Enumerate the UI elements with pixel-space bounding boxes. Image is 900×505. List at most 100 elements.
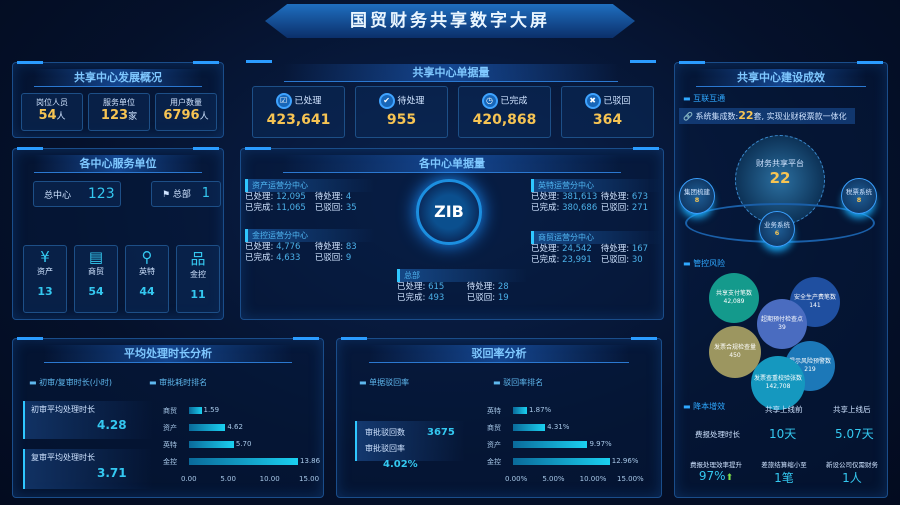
center-row: 已完成: 380,686 已驳回: 271: [531, 203, 649, 213]
center-block: 资产运营分中心 已处理: 12,095 待处理: 4 已完成: 11,065 已驳回…: [245, 179, 375, 214]
satellite-value: 8: [856, 196, 862, 204]
bubble-value: 142,708: [765, 383, 791, 390]
center-row: 已完成: 23,991 已驳回: 30: [531, 255, 643, 265]
unit-value: 13: [37, 285, 53, 298]
satellite-system: 业务系统 6: [759, 211, 795, 247]
after-label: 共享上线后: [833, 405, 871, 414]
zib-logo: ZIB: [416, 179, 482, 245]
bar-category-label: 资产: [487, 441, 501, 449]
bar[interactable]: [189, 441, 234, 448]
doc-stat: ✖ 已驳回 364: [561, 86, 654, 138]
second-review-label: 复审平均处理时长: [31, 453, 95, 462]
bar-category-label: 金控: [487, 458, 501, 466]
bar[interactable]: [513, 407, 527, 414]
page-title: 国贸财务共享数字大屏: [265, 4, 635, 38]
center-name: 金控运营分中心: [245, 229, 375, 242]
doc-stat: ◷ 已完成 420,868: [458, 86, 551, 138]
first-review-label: 初审平均处理时长: [31, 405, 95, 414]
bar[interactable]: [189, 407, 202, 414]
bubble-label: 发票合规检查量: [713, 344, 756, 351]
risk-bubble[interactable]: 共享支付笔数 42,089: [709, 273, 759, 323]
overview-stat-unit: 人: [56, 112, 66, 122]
first-review-value: 4.28: [97, 418, 127, 432]
center-block: 总部 已处理: 615 待处理: 28 已完成: 493 已驳回: 19: [397, 269, 527, 304]
first-review-card: 初审平均处理时长 4.28: [23, 401, 153, 439]
overview-title: 共享中心发展概况: [34, 69, 202, 87]
hq-label: 总部: [172, 190, 191, 200]
integration-banner: 🔗 系统集成数:22套, 实现业财税票款一体化: [679, 108, 855, 124]
overview-stat-value: 54: [38, 108, 57, 123]
after-value: 5.07天: [835, 427, 874, 441]
bar[interactable]: [513, 441, 588, 448]
risk-heading: ▬ 管控风险: [683, 259, 726, 268]
doc-stat: ☑ 已处理 423,641: [252, 86, 345, 138]
bubble-value: 39: [778, 324, 786, 331]
docs-title: 共享中心单据量: [283, 64, 619, 82]
bubble-label: 提示风险预警数: [788, 358, 831, 365]
x-tick-label: 15.00: [299, 475, 320, 483]
kpi-value: 1人: [842, 471, 862, 485]
doc-stat-value: 364: [592, 112, 623, 128]
kpi-label: 差旅结算缩小至: [761, 461, 807, 469]
overview-stat-label: 服务单位: [103, 98, 135, 107]
units-title: 各中心服务单位: [34, 155, 202, 173]
unit-value: 44: [139, 285, 155, 298]
center-name: 资产运营分中心: [245, 179, 375, 192]
center-name: 商贸运营分中心: [531, 231, 661, 244]
satellite-system: 税票系统 8: [841, 178, 877, 214]
overview-stat-unit: 人: [199, 112, 209, 122]
satellite-label: 税票系统: [846, 188, 872, 196]
reject-panel: 驳回率分析 ▬ 单据驳回率 ▬ 驳回率排名 审批驳回数 3675 审批驳回率4.0…: [336, 337, 662, 498]
second-review-card: 复审平均处理时长 3.71: [23, 449, 153, 489]
center-block: 商贸运营分中心 已处理: 24,542 待处理: 167 已完成: 23,991 已…: [531, 231, 661, 266]
link-icon: 🔗: [683, 112, 693, 121]
unit-card: ¥ 资产 13: [23, 245, 67, 313]
unit-card: ⚲ 英特 44: [125, 245, 169, 313]
x-tick-label: 15.00%: [617, 475, 644, 483]
overview-stat-unit: 家: [128, 112, 138, 122]
doc-stat-label: 已驳回: [603, 96, 631, 107]
risk-bubble[interactable]: 超期预付检查点 39: [757, 299, 807, 349]
bar-value-label: 1.87%: [528, 406, 552, 414]
bar[interactable]: [189, 458, 299, 465]
bar[interactable]: [513, 458, 610, 465]
center-row: 已完成: 4,633 已驳回: 9: [245, 253, 352, 263]
unit-value: 54: [88, 285, 104, 298]
arrow-up-icon: ⬆: [725, 473, 734, 483]
doc-status-icon: ✖: [584, 93, 601, 109]
unit-card: ▤ 商贸 54: [74, 245, 118, 313]
org-chart-icon: 品: [190, 250, 206, 268]
effect-title: 共享中心建设成效: [696, 69, 866, 87]
reject-summary: 审批驳回数 3675 审批驳回率4.02%: [355, 421, 465, 470]
overview-stat-value: 6796: [163, 108, 200, 123]
satellite-system: 集团梳建 8: [679, 178, 715, 214]
bubble-label: 超期预付检查点: [760, 316, 803, 323]
center-row: 已处理: 24,542 待处理: 167: [531, 244, 649, 254]
reject-rate-row: 审批驳回率4.02%: [365, 444, 418, 470]
center-label: 总中心: [44, 191, 72, 201]
bar[interactable]: [513, 424, 546, 431]
overview-stat-label: 岗位人员: [36, 98, 68, 107]
doc-stat: ✔ 待处理 955: [355, 86, 448, 138]
kpi: 费报处理效率提升 97%⬆: [683, 459, 749, 483]
doc-status-icon: ☑: [275, 93, 292, 109]
overview-stat: 用户数量 6796人: [155, 93, 217, 131]
bar-category-label: 金控: [163, 458, 177, 466]
doc-stat-value: 423,641: [266, 112, 331, 128]
overview-stat: 岗位人员 54人: [21, 93, 83, 131]
center-box: 总中心 123: [33, 181, 121, 207]
satellite-label: 集团梳建: [684, 188, 710, 196]
risk-bubble[interactable]: 发票查重校验张数 142,708: [751, 356, 805, 410]
center-name: 总部: [397, 269, 527, 282]
before-value: 10天: [769, 427, 797, 441]
reject-count-row: 审批驳回数 3675: [365, 427, 455, 438]
kpi-label: 新设公司仅需财务: [826, 461, 878, 469]
kpi: 差旅结算缩小至 1笔: [751, 459, 817, 486]
cost-heading: ▬ 降本增效: [683, 402, 726, 411]
centers-panel: 各中心单据量 ZIB 资产运营分中心 已处理: 12,095 待处理: 4 已完成:…: [240, 147, 664, 320]
bubble-value: 219: [804, 366, 816, 373]
bar[interactable]: [189, 424, 226, 431]
risk-bubble[interactable]: 发票合规检查量 450: [709, 326, 761, 378]
bar-value-label: 1.59: [203, 406, 220, 414]
kpi-value: 1笔: [774, 471, 794, 485]
